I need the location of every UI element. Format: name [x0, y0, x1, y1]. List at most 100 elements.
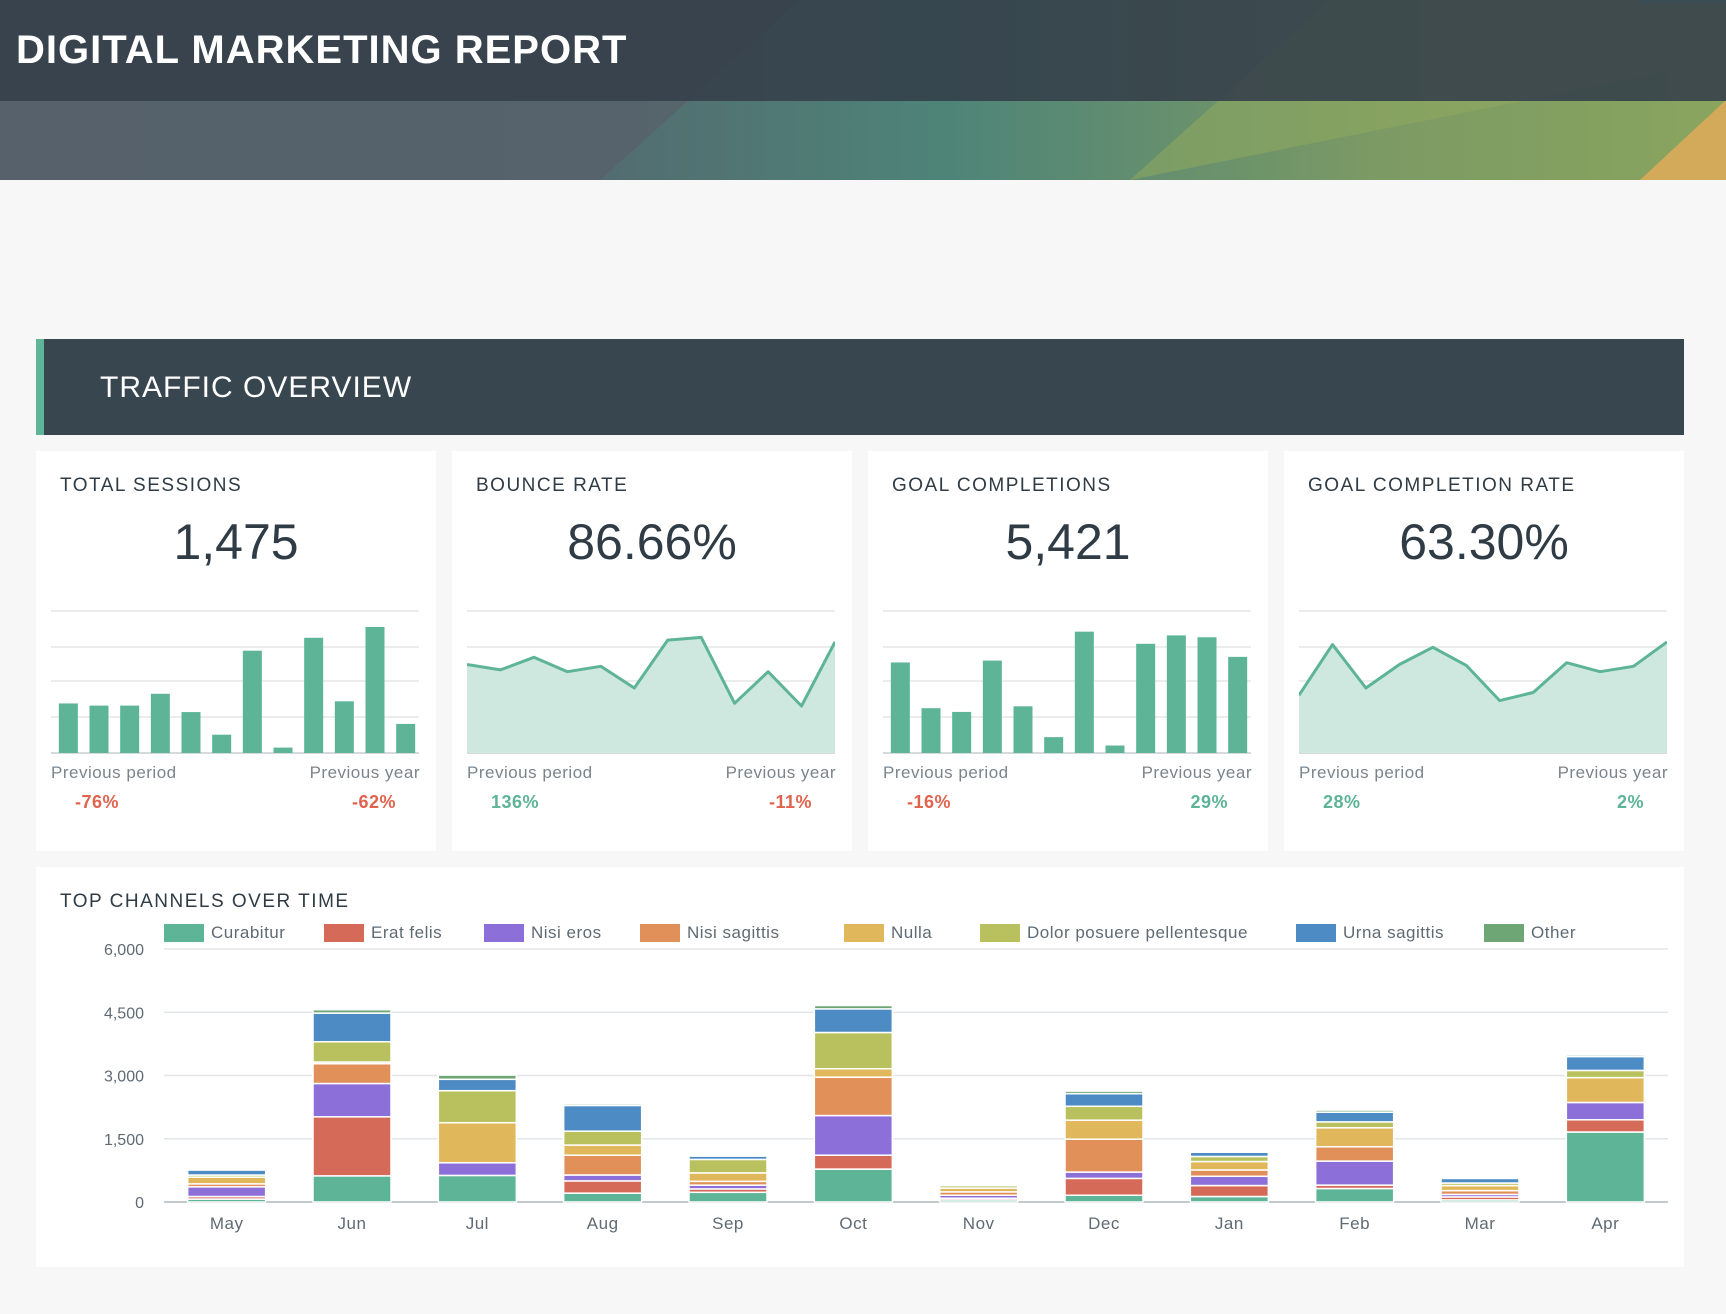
bar-segment-dolor-posuere-pellentesque[interactable] — [813, 1031, 894, 1070]
bar-segment-other[interactable] — [562, 1103, 643, 1107]
bar-segment-nisi-eros[interactable] — [1314, 1160, 1395, 1186]
kpi-title: TOTAL SESSIONS — [60, 475, 243, 496]
previous-period-label: Previous period — [883, 763, 1009, 782]
bar-segment-urna-sagittis[interactable] — [312, 1012, 392, 1043]
mini-bar — [181, 712, 201, 753]
bar-segment-urna-sagittis[interactable] — [1565, 1055, 1646, 1072]
bar-segment-curabitur[interactable] — [1565, 1131, 1646, 1203]
x-tick-label: Sep — [712, 1214, 744, 1233]
bar-segment-nisi-eros[interactable] — [1064, 1171, 1144, 1180]
legend-item-nisi-sagittis[interactable]: Nisi sagittis — [640, 921, 779, 945]
legend-item-other[interactable]: Other — [1484, 921, 1576, 945]
legend-swatch — [1484, 924, 1524, 942]
bar-segment-nisi-sagittis[interactable] — [813, 1076, 894, 1117]
bar-segment-nisi-sagittis[interactable] — [312, 1062, 392, 1085]
bar-segment-nulla[interactable] — [1314, 1127, 1395, 1148]
previous-year-change: -62% — [351, 792, 396, 812]
bar-segment-nisi-sagittis[interactable] — [1064, 1138, 1144, 1173]
bar-segment-nisi-eros[interactable] — [186, 1186, 267, 1198]
bar-segment-other[interactable] — [186, 1168, 267, 1171]
bar-segment-erat-felis[interactable] — [1064, 1177, 1144, 1197]
bar-segment-nisi-eros[interactable] — [437, 1162, 518, 1177]
bar-segment-other[interactable] — [1440, 1176, 1520, 1180]
legend-item-urna-sagittis[interactable]: Urna sagittis — [1296, 921, 1444, 945]
bar-segment-curabitur[interactable] — [1189, 1195, 1270, 1203]
bar-segment-other[interactable] — [437, 1074, 518, 1081]
bar-segment-dolor-posuere-pellentesque[interactable] — [437, 1089, 518, 1124]
bar-segment-erat-felis[interactable] — [1189, 1184, 1270, 1198]
bar-segment-other[interactable] — [1565, 1054, 1646, 1058]
previous-year-change: 2% — [1616, 792, 1644, 812]
bar-segment-urna-sagittis[interactable] — [1064, 1092, 1144, 1108]
bar-segment-dolor-posuere-pellentesque[interactable] — [1189, 1155, 1270, 1163]
bar-segment-urna-sagittis[interactable] — [186, 1169, 267, 1176]
bar-segment-curabitur[interactable] — [1314, 1187, 1395, 1203]
bar-segment-nisi-eros[interactable] — [1189, 1175, 1270, 1187]
bar-segment-other[interactable] — [312, 1008, 392, 1014]
mini-bar — [304, 637, 324, 753]
bar-segment-urna-sagittis[interactable] — [437, 1078, 518, 1092]
mini-bar — [120, 705, 140, 753]
report-header-banner: DIGITAL MARKETING REPORT — [0, 0, 1726, 180]
bar-segment-urna-sagittis[interactable] — [562, 1104, 643, 1132]
bar-segment-dolor-posuere-pellentesque[interactable] — [562, 1130, 643, 1146]
bar-segment-nisi-sagittis[interactable] — [1314, 1146, 1395, 1162]
bar-segment-nulla[interactable] — [1565, 1076, 1646, 1104]
legend-item-dolor-posuere-pellentesque[interactable]: Dolor posuere pellentesque — [980, 921, 1248, 945]
bar-segment-nisi-sagittis[interactable] — [1189, 1169, 1270, 1178]
bar-segment-curabitur[interactable] — [312, 1175, 392, 1203]
legend-item-curabitur[interactable]: Curabitur — [164, 921, 285, 945]
bar-segment-erat-felis[interactable] — [1565, 1119, 1646, 1133]
legend-item-nisi-eros[interactable]: Nisi eros — [484, 921, 602, 945]
bar-segment-nisi-eros[interactable] — [562, 1174, 643, 1182]
bar-segment-other[interactable] — [1189, 1150, 1270, 1153]
bar-segment-nisi-eros[interactable] — [312, 1082, 392, 1118]
bar-segment-dolor-posuere-pellentesque[interactable] — [688, 1158, 768, 1174]
x-tick-label: Jul — [466, 1214, 489, 1233]
bar-segment-other[interactable] — [1064, 1090, 1144, 1095]
legend-item-erat-felis[interactable]: Erat felis — [324, 921, 442, 945]
bar-segment-urna-sagittis[interactable] — [813, 1008, 894, 1034]
bar-segment-other[interactable] — [813, 1004, 894, 1010]
bar-segment-dolor-posuere-pellentesque[interactable] — [1064, 1105, 1144, 1121]
bar-segment-dolor-posuere-pellentesque[interactable] — [312, 1041, 392, 1063]
bar-segment-erat-felis[interactable] — [562, 1180, 643, 1194]
bar-segment-nulla[interactable] — [186, 1176, 267, 1185]
mini-bar — [1074, 631, 1094, 753]
previous-period-change: -76% — [75, 792, 120, 812]
bar-segment-nulla[interactable] — [1189, 1160, 1270, 1171]
legend-label: Erat felis — [371, 923, 443, 942]
mini-bar — [396, 723, 416, 753]
previous-year-change: 29% — [1190, 792, 1228, 812]
bar-segment-curabitur[interactable] — [562, 1192, 643, 1203]
bar-segment-curabitur[interactable] — [1064, 1194, 1144, 1203]
bar-segment-curabitur[interactable] — [437, 1174, 518, 1203]
bar-segment-other[interactable] — [1314, 1109, 1395, 1113]
x-tick-label: Nov — [963, 1214, 995, 1233]
bar-segment-erat-felis[interactable] — [312, 1116, 392, 1177]
bar-segment-dolor-posuere-pellentesque[interactable] — [1314, 1121, 1395, 1129]
bar-segment-nulla[interactable] — [813, 1068, 894, 1078]
bar-segment-curabitur[interactable] — [813, 1168, 894, 1203]
bar-segment-erat-felis[interactable] — [813, 1154, 894, 1170]
bar-segment-curabitur[interactable] — [688, 1191, 768, 1203]
previous-year-change: -11% — [768, 792, 812, 812]
legend-label: Other — [1531, 923, 1577, 942]
legend-item-nulla[interactable]: Nulla — [844, 921, 932, 945]
bar-segment-nulla[interactable] — [437, 1121, 518, 1164]
bar-segment-other[interactable] — [938, 1182, 1019, 1186]
bar-segment-urna-sagittis[interactable] — [1314, 1111, 1395, 1123]
bar-segment-nulla[interactable] — [1064, 1119, 1144, 1140]
bar-segment-dolor-posuere-pellentesque[interactable] — [1565, 1069, 1646, 1079]
legend-label: Dolor posuere pellentesque — [1027, 923, 1248, 942]
bar-segment-nulla[interactable] — [688, 1172, 768, 1183]
bar-segment-nisi-eros[interactable] — [1565, 1101, 1646, 1121]
bar-segment-nulla[interactable] — [1440, 1184, 1520, 1192]
bar-segment-nisi-sagittis[interactable] — [562, 1154, 643, 1176]
mini-area-line — [467, 635, 835, 708]
bar-segment-nisi-eros[interactable] — [813, 1114, 894, 1156]
previous-period-label: Previous period — [1299, 763, 1425, 782]
previous-year-label: Previous year — [725, 763, 836, 782]
bar-segment-nulla[interactable] — [562, 1144, 643, 1156]
y-tick-label: 3,000 — [104, 1069, 144, 1086]
